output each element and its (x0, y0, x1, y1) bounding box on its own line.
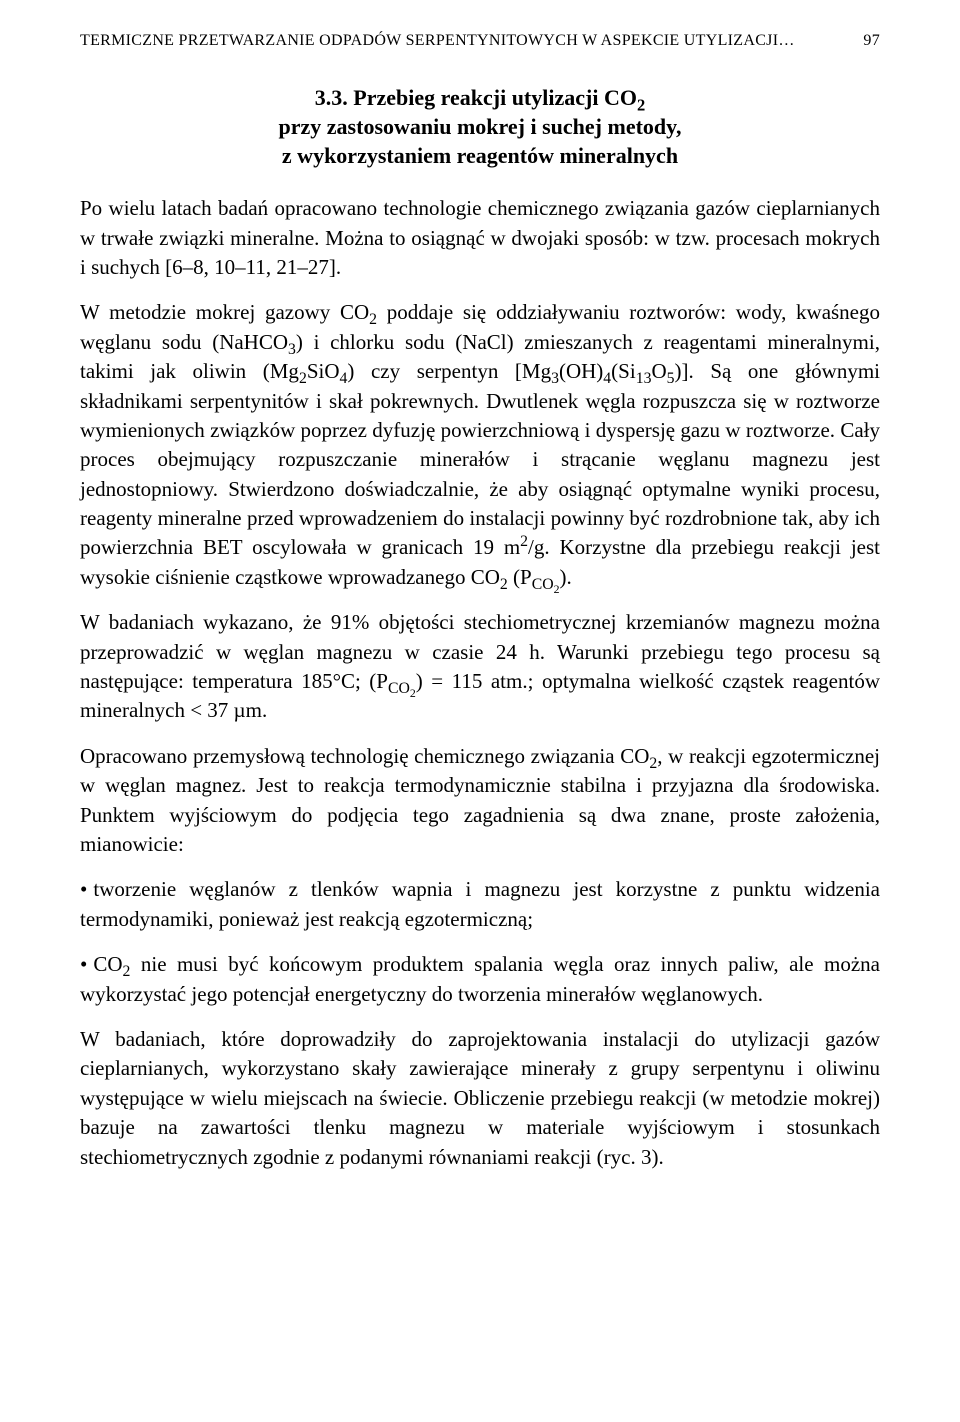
section-number: 3.3. (315, 85, 348, 110)
p2-t11: (P (508, 565, 532, 589)
paragraph-3: W badaniach wykazano, że 91% objętości s… (80, 608, 880, 726)
p2-t1: W metodzie mokrej gazowy CO (80, 300, 369, 324)
bullet-item-1: •tworzenie węglanów z tlenków wapnia i m… (80, 875, 880, 934)
p1-text: Po wielu latach badań opracowano technol… (80, 196, 880, 279)
running-header: TERMICZNE PRZETWARZANIE ODPADÓW SERPENTY… (80, 30, 880, 52)
bullet2-t1: CO (93, 952, 122, 976)
p2-sup1: 2 (520, 533, 528, 550)
bullet2-t2: nie musi być końcowym produktem spalania… (80, 952, 880, 1005)
section-title-part1: Przebieg reakcji utylizacji CO (353, 85, 637, 110)
p2-s2: 3 (288, 341, 296, 358)
p2-subco2: CO2 (532, 576, 560, 593)
p2-s3: 2 (299, 370, 307, 387)
p2-s9: 2 (500, 576, 508, 593)
section-title-sub: 2 (637, 96, 645, 115)
bullet-marker: • (80, 952, 87, 976)
paragraph-1: Po wielu latach badań opracowano technol… (80, 194, 880, 282)
p2-t12: ). (559, 565, 571, 589)
section-heading: 3.3. Przebieg reakcji utylizacji CO2 prz… (80, 84, 880, 170)
p2-s7: 13 (636, 370, 652, 387)
p2-t5: ) czy serpentyn [Mg (347, 359, 551, 383)
paragraph-2: W metodzie mokrej gazowy CO2 poddaje się… (80, 298, 880, 592)
p2-t6: (OH) (559, 359, 603, 383)
p2-t4: SiO (307, 359, 340, 383)
p5-text: W badaniach, które doprowadziły do zapro… (80, 1027, 880, 1169)
p2-t9: )]. Są one głównymi składnikami serpenty… (80, 359, 880, 559)
page-number: 97 (863, 30, 880, 52)
p3-subco2: CO2 (388, 680, 416, 697)
running-title: TERMICZNE PRZETWARZANIE ODPADÓW SERPENTY… (80, 32, 795, 49)
p2-s1: 2 (369, 312, 377, 329)
bullet1-text: tworzenie węglanów z tlenków wapnia i ma… (80, 877, 880, 930)
p2-s5: 3 (551, 370, 559, 387)
section-title-part2: przy zastosowaniu mokrej i suchej metody… (279, 114, 682, 139)
section-title-part3: z wykorzystaniem reagentów mineralnych (282, 143, 678, 168)
paragraph-5: W badaniach, które doprowadziły do zapro… (80, 1025, 880, 1172)
bullet-marker: • (80, 877, 87, 901)
paragraph-4: Opracowano przemysłową technologię chemi… (80, 742, 880, 860)
p2-t8: O (651, 359, 666, 383)
p2-t7: (Si (611, 359, 636, 383)
bullet-item-2: •CO2 nie musi być końcowym produktem spa… (80, 950, 880, 1009)
p2-s6: 4 (603, 370, 611, 387)
p4-t1: Opracowano przemysłową technologię chemi… (80, 744, 649, 768)
